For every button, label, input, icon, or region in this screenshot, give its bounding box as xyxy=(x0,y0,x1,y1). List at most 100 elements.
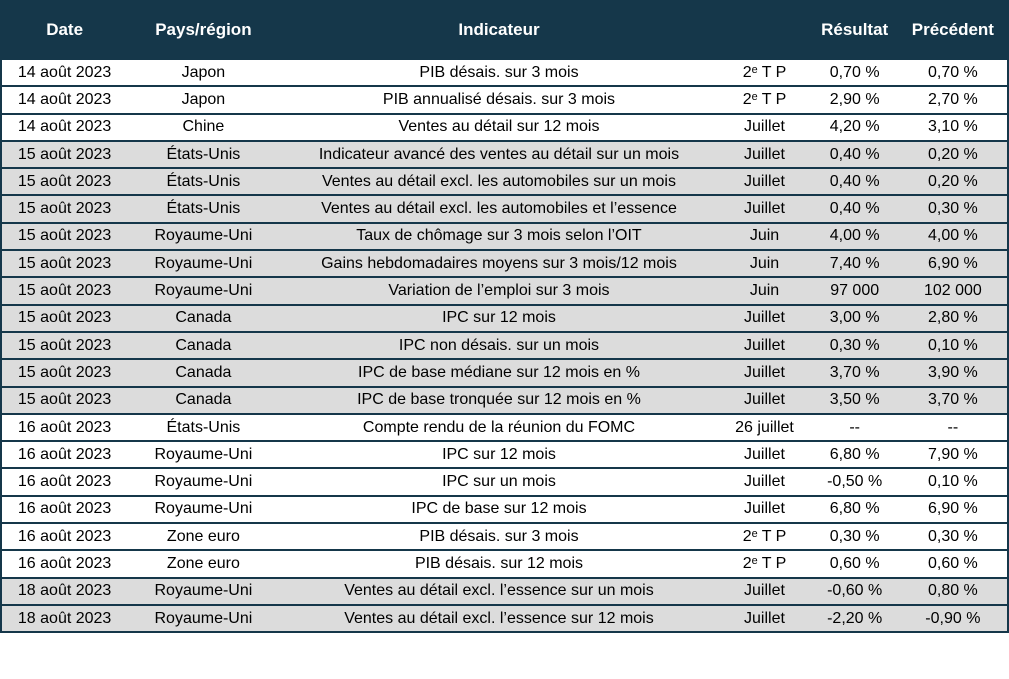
cell-region: Royaume-Uni xyxy=(127,467,280,496)
table-row: 16 août 2023 Zone euro PIB désais. sur 12 … xyxy=(1,549,1008,578)
col-header-date: Date xyxy=(1,1,128,59)
cell-region: Japon xyxy=(127,85,280,114)
table-row: 15 août 2023 États-Unis Ventes au détail e… xyxy=(1,167,1008,196)
cell-precedent: 0,30 % xyxy=(898,194,1008,223)
cell-date: 16 août 2023 xyxy=(1,440,128,469)
cell-indicateur: Indicateur avancé des ventes au détail s… xyxy=(279,139,719,169)
table-row: 16 août 2023 États-Unis Compte rendu de la… xyxy=(1,412,1008,442)
cell-date: 15 août 2023 xyxy=(1,276,128,305)
cell-periode: Juillet xyxy=(718,112,811,141)
cell-indicateur: Ventes au détail excl. les automobiles e… xyxy=(279,194,719,223)
table-body: 14 août 2023 Japon PIB désais. sur 3 mois 2… xyxy=(1,57,1008,633)
cell-periode: Juillet xyxy=(718,330,811,360)
table-row: 16 août 2023 Royaume-Uni IPC sur un mois Ju… xyxy=(1,467,1008,496)
cell-indicateur: PIB désais. sur 3 mois xyxy=(279,57,719,87)
table-row: 14 août 2023 Japon PIB désais. sur 3 mois 2… xyxy=(1,57,1008,87)
cell-precedent: -0,90 % xyxy=(898,603,1008,633)
cell-region: Chine xyxy=(127,112,280,141)
cell-precedent: 0,10 % xyxy=(898,467,1008,496)
col-header-pays-region: Pays/région xyxy=(127,1,280,59)
cell-precedent: 6,90 % xyxy=(898,249,1008,278)
cell-periode: Juillet xyxy=(718,440,811,469)
cell-region: États-Unis xyxy=(127,167,280,196)
cell-resultat: 0,70 % xyxy=(810,57,899,87)
cell-date: 15 août 2023 xyxy=(1,249,128,278)
cell-precedent: 0,20 % xyxy=(898,139,1008,169)
cell-periode: Juillet xyxy=(718,358,811,387)
table-row: 15 août 2023 Canada IPC de base tronquée s… xyxy=(1,385,1008,414)
cell-region: États-Unis xyxy=(127,412,280,442)
cell-periode: Juillet xyxy=(718,303,811,332)
table-row: 15 août 2023 États-Unis Indicateur avancé … xyxy=(1,139,1008,169)
cell-resultat: 0,60 % xyxy=(810,549,899,578)
cell-periode: 2ᵉ T P xyxy=(718,57,811,87)
cell-resultat: 0,40 % xyxy=(810,194,899,223)
cell-indicateur: PIB désais. sur 12 mois xyxy=(279,549,719,578)
table-row: 16 août 2023 Royaume-Uni IPC sur 12 mois Ju… xyxy=(1,440,1008,469)
cell-region: Japon xyxy=(127,57,280,87)
cell-resultat: 3,00 % xyxy=(810,303,899,332)
cell-date: 14 août 2023 xyxy=(1,85,128,114)
cell-date: 18 août 2023 xyxy=(1,576,128,605)
cell-date: 15 août 2023 xyxy=(1,330,128,360)
cell-periode: Juillet xyxy=(718,576,811,605)
cell-indicateur: Ventes au détail excl. l’essence sur un … xyxy=(279,576,719,605)
cell-indicateur: IPC de base tronquée sur 12 mois en % xyxy=(279,385,719,414)
cell-resultat: 3,70 % xyxy=(810,358,899,387)
cell-periode: Juillet xyxy=(718,385,811,414)
cell-region: Zone euro xyxy=(127,522,280,551)
cell-date: 15 août 2023 xyxy=(1,194,128,223)
cell-precedent: 3,90 % xyxy=(898,358,1008,387)
cell-periode: Juin xyxy=(718,276,811,305)
cell-precedent: 0,10 % xyxy=(898,330,1008,360)
cell-region: États-Unis xyxy=(127,194,280,223)
cell-region: Canada xyxy=(127,358,280,387)
cell-indicateur: IPC non désais. sur un mois xyxy=(279,330,719,360)
cell-periode: 2ᵉ T P xyxy=(718,522,811,551)
cell-date: 18 août 2023 xyxy=(1,603,128,633)
cell-indicateur: IPC sur un mois xyxy=(279,467,719,496)
cell-precedent: 2,80 % xyxy=(898,303,1008,332)
cell-indicateur: IPC de base sur 12 mois xyxy=(279,494,719,524)
cell-date: 16 août 2023 xyxy=(1,549,128,578)
cell-region: Canada xyxy=(127,330,280,360)
cell-resultat: 6,80 % xyxy=(810,494,899,524)
table-row: 16 août 2023 Royaume-Uni IPC de base sur 1… xyxy=(1,494,1008,524)
cell-indicateur: Ventes au détail excl. l’essence sur 12 … xyxy=(279,603,719,633)
cell-periode: Juillet xyxy=(718,139,811,169)
table-row: 15 août 2023 Royaume-Uni Taux de chômage s… xyxy=(1,221,1008,251)
cell-date: 15 août 2023 xyxy=(1,303,128,332)
cell-region: Canada xyxy=(127,385,280,414)
cell-resultat: -0,60 % xyxy=(810,576,899,605)
cell-date: 15 août 2023 xyxy=(1,167,128,196)
table-row: 15 août 2023 États-Unis Ventes au détail e… xyxy=(1,194,1008,223)
table-row: 15 août 2023 Royaume-Uni Gains hebdomadair… xyxy=(1,249,1008,278)
cell-periode: Juin xyxy=(718,221,811,251)
cell-date: 16 août 2023 xyxy=(1,522,128,551)
cell-region: Zone euro xyxy=(127,549,280,578)
table-row: 14 août 2023 Japon PIB annualisé désais. s… xyxy=(1,85,1008,114)
table-row: 18 août 2023 Royaume-Uni Ventes au détail … xyxy=(1,576,1008,605)
table-row: 16 août 2023 Zone euro PIB désais. sur 3 m… xyxy=(1,522,1008,551)
cell-precedent: 0,20 % xyxy=(898,167,1008,196)
cell-date: 14 août 2023 xyxy=(1,57,128,87)
cell-periode: 26 juillet xyxy=(718,412,811,442)
cell-precedent: 4,00 % xyxy=(898,221,1008,251)
cell-date: 16 août 2023 xyxy=(1,412,128,442)
table-row: 15 août 2023 Canada IPC de base médiane su… xyxy=(1,358,1008,387)
cell-region: Royaume-Uni xyxy=(127,576,280,605)
cell-periode: Juillet xyxy=(718,603,811,633)
cell-indicateur: PIB annualisé désais. sur 3 mois xyxy=(279,85,719,114)
cell-resultat: -2,20 % xyxy=(810,603,899,633)
cell-resultat: 4,20 % xyxy=(810,112,899,141)
cell-resultat: 3,50 % xyxy=(810,385,899,414)
cell-precedent: 102 000 xyxy=(898,276,1008,305)
cell-precedent: -- xyxy=(898,412,1008,442)
cell-periode: Juillet xyxy=(718,167,811,196)
cell-precedent: 3,10 % xyxy=(898,112,1008,141)
cell-precedent: 0,30 % xyxy=(898,522,1008,551)
cell-periode: Juillet xyxy=(718,494,811,524)
cell-region: Canada xyxy=(127,303,280,332)
cell-region: Royaume-Uni xyxy=(127,221,280,251)
cell-date: 16 août 2023 xyxy=(1,467,128,496)
